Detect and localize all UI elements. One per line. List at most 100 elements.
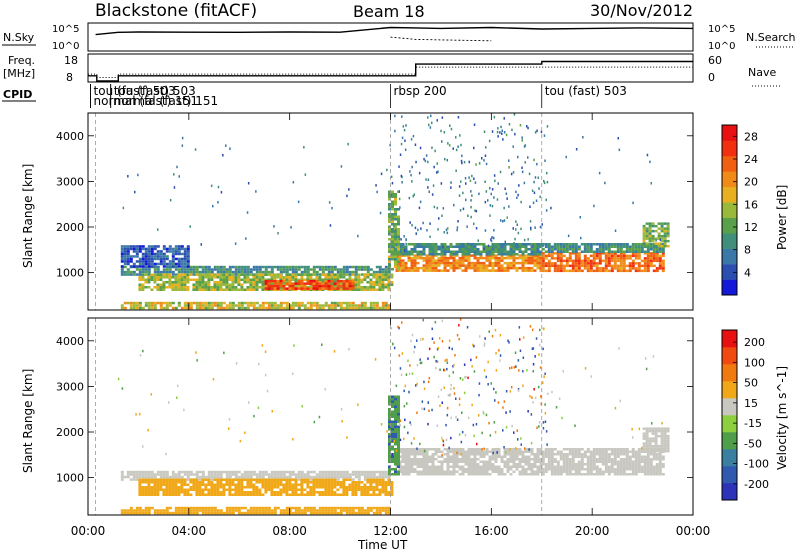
power-heatmap-noise bbox=[544, 159, 546, 162]
velocity-heatmap-cell bbox=[267, 473, 271, 476]
velocity-heatmap-cell bbox=[658, 463, 662, 466]
power-heatmap-cell bbox=[144, 260, 148, 263]
power-heatmap-noise bbox=[200, 243, 202, 246]
power-heatmap-cell bbox=[524, 245, 528, 248]
velocity-heatmap-cell bbox=[515, 468, 519, 471]
velocity-heatmap-cell bbox=[354, 470, 358, 474]
velocity-heatmap-cell bbox=[660, 432, 664, 435]
velocity-heatmap-noise bbox=[522, 384, 524, 387]
power-heatmap-cell bbox=[455, 259, 459, 262]
power-heatmap-cell bbox=[547, 248, 551, 251]
velocity-heatmap-cell bbox=[521, 453, 525, 456]
power-heatmap-cell bbox=[391, 195, 394, 198]
velocity-heatmap-cell bbox=[619, 473, 623, 476]
power-heatmap-cell bbox=[321, 268, 325, 271]
power-heatmap-noise bbox=[508, 123, 511, 126]
power-heatmap-cell bbox=[440, 269, 444, 272]
velocity-heatmap-cell bbox=[129, 478, 133, 481]
power-heatmap-cell bbox=[642, 237, 646, 240]
velocity-heatmap-cell bbox=[663, 432, 667, 435]
velocity-heatmap-cell bbox=[503, 455, 507, 458]
power-heatmap-cell bbox=[443, 259, 447, 262]
power-heatmap-cell bbox=[165, 270, 169, 274]
power-heatmap-cell bbox=[357, 273, 361, 276]
velocity-heatmap-cell bbox=[452, 458, 456, 461]
power-heatmap-cell bbox=[363, 265, 367, 269]
power-heatmap-noise bbox=[503, 206, 505, 210]
velocity-heatmap-cell bbox=[342, 481, 346, 484]
velocity-heatmap-cell bbox=[198, 491, 202, 494]
power-heatmap-cell bbox=[553, 262, 557, 265]
velocity-heatmap-cell bbox=[500, 460, 504, 463]
velocity-heatmap-cell bbox=[574, 473, 578, 476]
velocity-heatmap-cell bbox=[628, 468, 632, 471]
velocity-heatmap-cell bbox=[613, 468, 617, 471]
power-heatmap-cell bbox=[467, 253, 471, 256]
power-heatmap-cell bbox=[652, 248, 656, 251]
power-heatmap-cell bbox=[654, 242, 658, 245]
power-heatmap-cell bbox=[634, 257, 638, 260]
velocity-heatmap-cell bbox=[270, 481, 274, 484]
power-heatmap-cell bbox=[273, 278, 277, 281]
velocity-heatmap-cell bbox=[387, 478, 391, 481]
velocity-heatmap-cell bbox=[249, 473, 253, 476]
velocity-heatmap-cell bbox=[607, 453, 611, 456]
power-heatmap-cell bbox=[312, 301, 316, 305]
power-heatmap-cell bbox=[369, 288, 373, 291]
power-heatmap-cell bbox=[601, 267, 605, 270]
power-heatmap-noise bbox=[471, 174, 473, 178]
power-heatmap-cell bbox=[550, 254, 554, 258]
power-heatmap-noise bbox=[441, 116, 444, 119]
velocity-heatmap-cell bbox=[391, 473, 394, 476]
power-heatmap-cell bbox=[204, 288, 208, 291]
velocity-heatmap-cell bbox=[449, 473, 453, 476]
velocity-heatmap-cell bbox=[634, 470, 638, 473]
velocity-heatmap-cell bbox=[186, 493, 190, 496]
velocity-heatmap-cell bbox=[246, 478, 250, 481]
velocity-heatmap-cell bbox=[640, 450, 644, 453]
velocity-heatmap-cell bbox=[515, 458, 519, 461]
power-heatmap-cell bbox=[228, 268, 232, 271]
power-heatmap-cell bbox=[375, 281, 379, 284]
power-heatmap-cell bbox=[270, 268, 274, 271]
power-heatmap-cell bbox=[312, 279, 316, 283]
velocity-heatmap-cell bbox=[646, 470, 650, 473]
power-heatmap-cell bbox=[410, 253, 414, 256]
power-heatmap-cell bbox=[279, 268, 283, 271]
velocity-heatmap-cell bbox=[168, 475, 172, 479]
power-heatmap-cell bbox=[500, 264, 504, 267]
power-heatmap-cell bbox=[180, 262, 184, 266]
velocity-heatmap-cell bbox=[168, 478, 172, 481]
velocity-heatmap-cell bbox=[388, 450, 391, 453]
power-heatmap-cell bbox=[312, 273, 316, 276]
velocity-heatmap bbox=[117, 318, 670, 515]
power-heatmap-cell bbox=[634, 243, 638, 246]
velocity-heatmap-cell bbox=[342, 475, 346, 479]
power-heatmap-cell bbox=[192, 265, 196, 269]
velocity-heatmap-cell bbox=[234, 509, 238, 512]
velocity-heatmap-cell bbox=[360, 491, 364, 494]
power-heatmap-cell bbox=[544, 264, 548, 268]
velocity-heatmap-cell bbox=[637, 455, 641, 458]
velocity-heatmap-cell bbox=[388, 403, 391, 406]
power-heatmap-cell bbox=[309, 279, 313, 283]
velocity-heatmap-cell bbox=[162, 483, 166, 486]
power-heatmap-cell bbox=[201, 278, 205, 281]
power-heatmap-noise bbox=[419, 200, 422, 204]
velocity-heatmap-cell bbox=[285, 509, 289, 512]
velocity-heatmap-cell bbox=[503, 453, 507, 456]
power-heatmap-cell bbox=[583, 259, 587, 263]
power-heatmap-noise bbox=[604, 181, 606, 185]
velocity-heatmap-cell bbox=[234, 473, 238, 476]
velocity-heatmap-cell bbox=[388, 438, 391, 441]
power-heatmap-cell bbox=[384, 304, 388, 307]
velocity-heatmap-cell bbox=[378, 473, 382, 476]
power-heatmap-cell bbox=[306, 306, 310, 310]
power-heatmap-cell bbox=[592, 269, 596, 273]
velocity-heatmap-cell bbox=[153, 478, 157, 481]
velocity-heatmap-cell bbox=[536, 460, 540, 463]
velocity-heatmap-cell bbox=[273, 486, 277, 489]
power-heatmap-noise bbox=[481, 157, 483, 160]
power-heatmap-noise bbox=[443, 231, 445, 234]
power-heatmap-noise bbox=[409, 221, 411, 224]
